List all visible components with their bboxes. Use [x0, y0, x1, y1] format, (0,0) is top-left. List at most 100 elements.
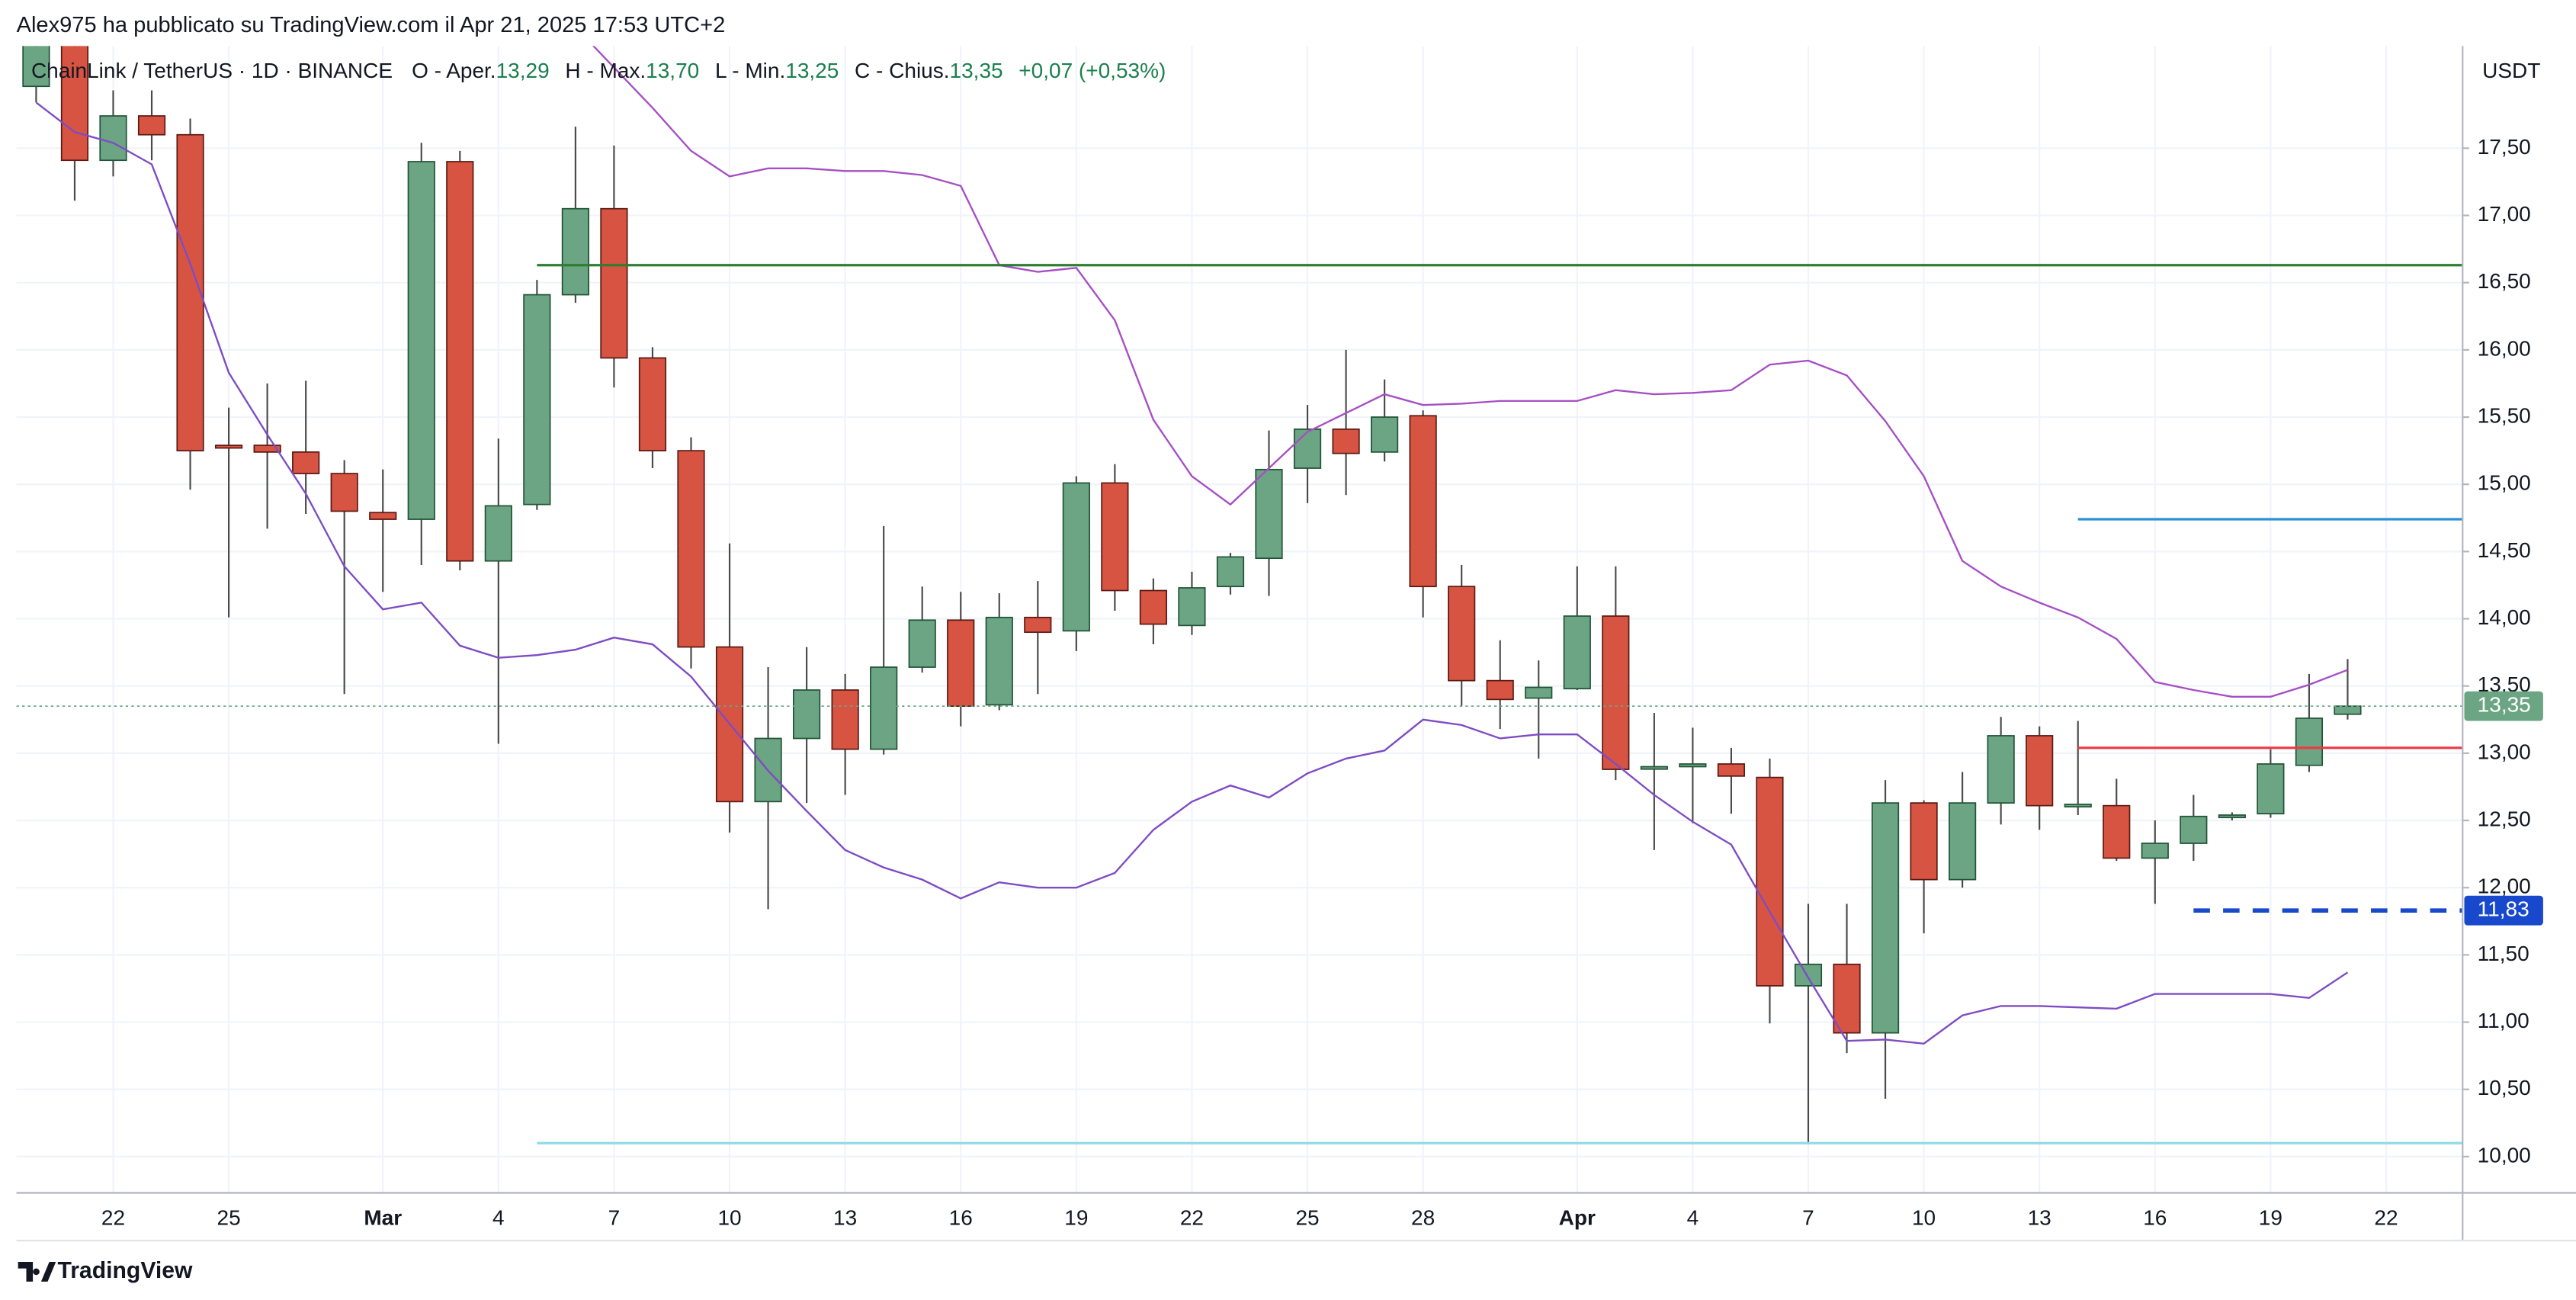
candle-body	[561, 207, 589, 296]
legend-key: O - Aper.	[412, 59, 496, 82]
x-tick-label: Mar	[364, 1205, 402, 1229]
candle-body	[1216, 556, 1245, 588]
y-tick-label: 15,00	[2478, 471, 2531, 495]
y-tick-label: 14,50	[2478, 538, 2531, 562]
candle-body	[831, 689, 859, 750]
candle-body	[446, 161, 474, 562]
candle-body	[2026, 735, 2054, 807]
brand-logo	[18, 1262, 56, 1282]
candle-body	[677, 450, 705, 648]
candle-body	[2257, 763, 2285, 815]
x-tick-label: 25	[1295, 1205, 1319, 1229]
x-tick-label: 19	[1064, 1205, 1088, 1229]
y-tick-label: 17,00	[2478, 202, 2531, 226]
candle-body	[908, 619, 936, 668]
y-tick-label: 12,50	[2478, 807, 2531, 830]
legend-key: L - Min.	[715, 59, 785, 82]
y-tick-label: 13,00	[2478, 740, 2531, 763]
y-tick-label: 16,50	[2478, 269, 2531, 293]
symbol: ChainLink / TetherUS · 1D · BINANCE	[31, 59, 393, 82]
candle-body	[1101, 482, 1129, 592]
candle-body	[1640, 766, 1668, 770]
candle-body	[2334, 705, 2362, 715]
x-tick-label: 28	[1411, 1205, 1435, 1229]
candle-body	[1448, 586, 1476, 682]
candle-body	[1756, 776, 1784, 987]
y-tick-label: 12,00	[2478, 875, 2531, 898]
x-tick-label: 7	[1802, 1205, 1814, 1229]
candle-body	[253, 445, 281, 453]
candle-body	[1332, 429, 1360, 454]
candle-body	[2103, 804, 2131, 859]
legend-value: 13,70	[646, 59, 699, 82]
candle-body	[1178, 587, 1206, 627]
candle-body	[407, 161, 435, 520]
candle-body	[2064, 804, 2092, 807]
candle-body	[484, 505, 512, 562]
x-tick-label: 10	[717, 1205, 741, 1229]
x-tick-label: 22	[2374, 1205, 2398, 1229]
candle-body	[2218, 814, 2246, 819]
x-tick-label: 19	[2259, 1205, 2282, 1229]
candle-body	[176, 133, 204, 451]
candle-body	[523, 294, 551, 506]
y-tick-label: 17,50	[2478, 135, 2531, 159]
x-tick-label: 10	[1912, 1205, 1936, 1229]
x-tick-label: 16	[949, 1205, 973, 1229]
legend-value: 13,35	[950, 59, 1003, 82]
price-label: 11,83	[2478, 897, 2529, 921]
y-tick-label: 14,00	[2478, 605, 2531, 629]
axes: 10,0010,5011,0011,5012,0012,5013,0013,50…	[101, 135, 2543, 1229]
plot-area	[16, 46, 2463, 1145]
x-tick-label: 22	[101, 1205, 125, 1229]
candle-body	[1833, 963, 1861, 1034]
price-label-box	[2464, 895, 2543, 926]
candle-body	[870, 666, 898, 750]
legend-change: +0,07 (+0,53%)	[1019, 59, 1166, 82]
candle-body	[1255, 468, 1283, 560]
band-line	[592, 46, 2348, 698]
y-tick-label: 11,00	[2478, 1009, 2529, 1032]
candle-body	[2141, 843, 2169, 859]
candle-body	[638, 357, 667, 451]
candle-body	[369, 512, 397, 520]
x-tick-label: 16	[2143, 1205, 2167, 1229]
brand: TradingView	[57, 1258, 193, 1283]
price-label-box	[2464, 691, 2543, 721]
legend: ChainLink / TetherUS · 1D · BINANCE O - …	[31, 59, 1166, 82]
candle-body	[1563, 615, 1591, 690]
candle-body	[292, 451, 320, 474]
candle-body	[1486, 679, 1514, 701]
candle-body	[2180, 815, 2208, 844]
y-tick-label: 10,50	[2478, 1076, 2531, 1099]
candle-body	[60, 46, 89, 162]
candle-body	[1371, 416, 1399, 453]
candle-body	[792, 689, 821, 740]
candle-body	[214, 445, 243, 449]
candle-body	[1794, 963, 1823, 987]
x-tick-label: Apr	[1559, 1205, 1596, 1229]
legend-value: 13,25	[785, 59, 839, 82]
candle-body	[985, 616, 1013, 706]
y-tick-label: 11,50	[2478, 942, 2529, 965]
legend-key: H - Max.	[565, 59, 646, 82]
y-unit: USDT	[2482, 59, 2540, 82]
x-tick-label: 13	[2028, 1205, 2051, 1229]
x-tick-label: 7	[608, 1205, 621, 1229]
y-tick-label: 10,00	[2478, 1143, 2531, 1167]
byline: Alex975 ha pubblicato su TradingView.com…	[17, 13, 726, 37]
candle-body	[1024, 616, 1052, 634]
candle-body	[1409, 415, 1437, 588]
x-tick-label: 4	[492, 1205, 505, 1229]
candle-body	[947, 619, 975, 708]
band-line	[35, 101, 2349, 1045]
candle-body	[1062, 482, 1090, 632]
candle-body	[1679, 763, 1707, 768]
candle-body	[1293, 429, 1322, 469]
candle-body	[1717, 763, 1746, 777]
x-tick-label: 22	[1180, 1205, 1204, 1229]
candle-body	[330, 473, 358, 512]
